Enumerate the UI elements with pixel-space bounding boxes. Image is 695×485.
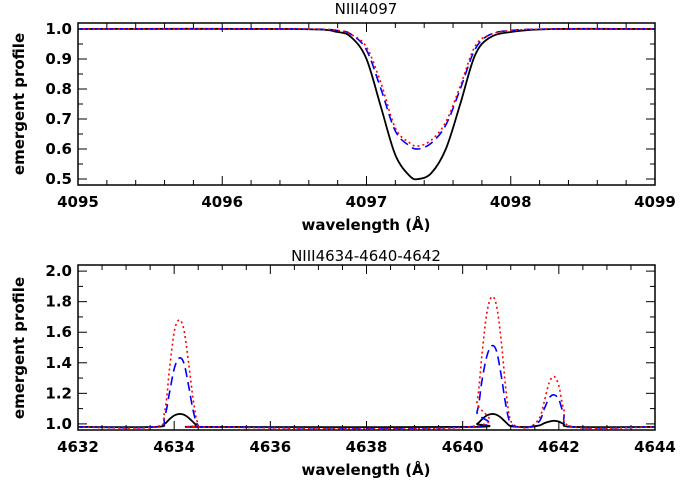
- bottom-panel-y-axis-label: emergent profile: [10, 277, 28, 419]
- bottom-panel-x-tick-label: 4638: [346, 438, 388, 456]
- bottom-panel-y-tick-label: 1.0: [45, 415, 72, 433]
- top-panel-x-tick-label: 4096: [201, 193, 243, 211]
- bottom-panel-y-tick-label: 2.0: [45, 262, 72, 280]
- top-panel-y-tick-label: 0.6: [45, 140, 72, 158]
- bottom-panel: NIII4634-4640-4642 4632 4634 4636 4638 4640 4…: [10, 247, 676, 479]
- top-panel-x-ticks: 4095 4096 4097 4098 4099: [57, 23, 676, 211]
- top-panel-y-tick-label: 0.7: [45, 110, 72, 128]
- top-panel-x-tick-label: 4099: [634, 193, 676, 211]
- bottom-panel-x-tick-label: 4644: [634, 438, 676, 456]
- top-panel-y-tick-label: 0.5: [45, 170, 72, 188]
- top-panel-series-solid: [77, 27, 656, 181]
- bottom-panel-x-tick-label: 4642: [538, 438, 580, 456]
- top-panel-title: NIII4097: [335, 0, 398, 18]
- bottom-panel-series-dot: [77, 295, 656, 430]
- top-panel: NIII4097 4095 4096 4097 4098 4099 0.50.60.70…: [10, 0, 676, 234]
- bottom-panel-title: NIII4634-4640-4642: [291, 247, 441, 265]
- bottom-panel-y-tick-label: 1.2: [45, 384, 72, 402]
- bottom-panel-y-tick-label: 1.6: [45, 323, 72, 341]
- bottom-panel-x-tick-label: 4640: [442, 438, 484, 456]
- bottom-panel-series: [77, 295, 656, 430]
- top-panel-y-tick-label: 0.9: [45, 50, 72, 68]
- bottom-panel-y-ticks: 1.0 1.2 1.4 1.6 1.8 2.0: [45, 262, 655, 433]
- top-panel-plot-frame: [77, 22, 656, 186]
- bottom-panel-x-axis-label: wavelength (Å): [301, 460, 430, 479]
- top-panel-y-tick-label: 1.0: [45, 20, 72, 38]
- bottom-panel-y-tick-label: 1.8: [45, 293, 72, 311]
- bottom-panel-plot-frame: [77, 264, 656, 431]
- top-panel-series-dot: [77, 28, 656, 147]
- top-panel-y-axis-label: emergent profile: [10, 33, 28, 175]
- top-panel-series-dash: [77, 28, 656, 150]
- bottom-panel-series-solid: [77, 413, 656, 429]
- bottom-panel-x-tick-label: 4632: [57, 438, 99, 456]
- top-panel-x-tick-label: 4098: [490, 193, 532, 211]
- top-panel-x-tick-label: 4095: [57, 193, 99, 211]
- top-panel-y-tick-label: 0.8: [45, 80, 72, 98]
- bottom-panel-x-ticks: 4632 4634 4636 4638 4640 4642 4644: [57, 265, 676, 456]
- top-panel-y-ticks: 0.5 0.6 0.7 0.8 0.9 1.0: [45, 20, 655, 188]
- bottom-panel-y-tick-label: 1.4: [45, 354, 72, 372]
- top-panel-x-tick-label: 4097: [346, 193, 388, 211]
- top-panel-series: [77, 27, 656, 181]
- bottom-panel-x-tick-label: 4636: [249, 438, 291, 456]
- bottom-panel-x-tick-label: 4634: [153, 438, 195, 456]
- bottom-panel-series-dash: [77, 344, 656, 429]
- top-panel-x-axis-label: wavelength (Å): [301, 215, 430, 234]
